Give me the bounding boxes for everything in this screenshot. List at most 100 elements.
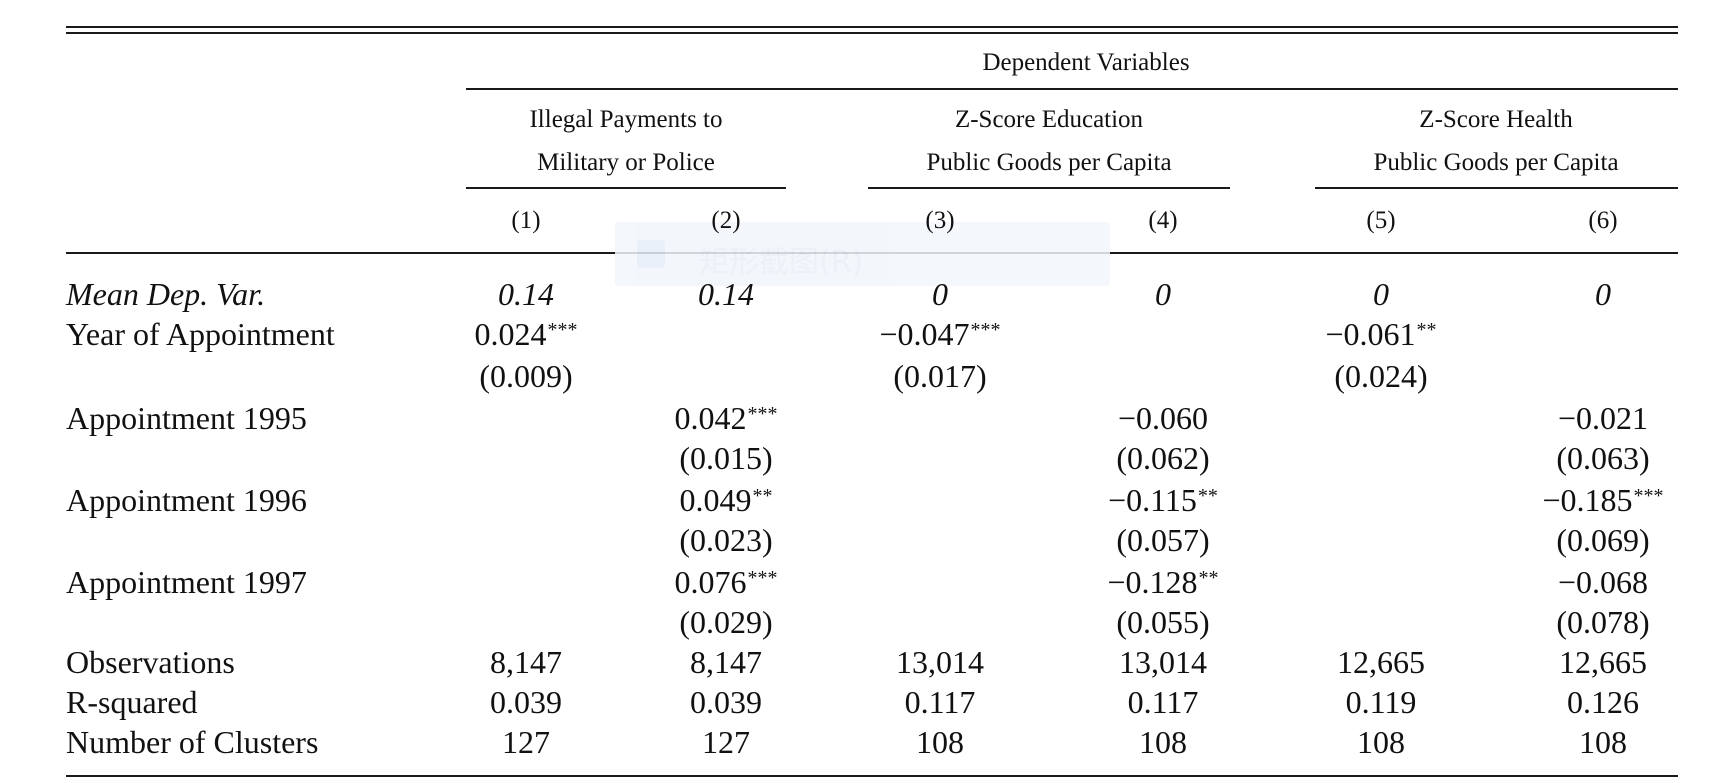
cell-value: 0.039: [490, 684, 562, 720]
standard-error-cell: (0.055): [1116, 604, 1210, 640]
coefficient-cell: 127: [626, 726, 826, 758]
cell-value: 0.039: [690, 684, 762, 720]
row-label: Appointment 1996: [66, 482, 307, 518]
cell-value: 0: [1373, 276, 1389, 312]
cell-value: 8,147: [490, 644, 562, 680]
coefficient-cell: 0.117: [840, 686, 1040, 718]
coefficient-cell: −0.061**: [1281, 318, 1481, 350]
cell-value: 108: [1139, 724, 1187, 760]
standard-error-cell: (0.009): [479, 358, 573, 394]
cell-value: −0.128: [1107, 564, 1198, 600]
significance-stars: **: [1416, 319, 1437, 341]
cell-value: 108: [916, 724, 964, 760]
cell-value: 0.117: [904, 684, 976, 720]
super-header: Dependent Variables: [982, 49, 1190, 76]
standard-error-cell: (0.029): [679, 604, 773, 640]
cell-value: 108: [1579, 724, 1627, 760]
coefficient-cell: 0.024***: [426, 318, 626, 350]
coefficient-cell: 108: [840, 726, 1040, 758]
cell-value: 0: [932, 276, 948, 312]
coefficient-cell: 0.14: [626, 278, 826, 310]
coefficient-cell: 13,014: [1063, 646, 1263, 678]
cell-value: 0.049: [679, 482, 752, 518]
group-header-1-line2: Military or Police: [537, 149, 715, 176]
cell-value: 0.024: [474, 316, 547, 352]
cell-value: 0.126: [1567, 684, 1639, 720]
coefficient-cell: 0: [840, 278, 1040, 310]
coefficient-cell: 127: [426, 726, 626, 758]
coefficient-cell: −0.185***: [1503, 484, 1703, 516]
significance-stars: ***: [970, 319, 1001, 341]
cell-value: 0.14: [698, 276, 754, 312]
coefficient-cell: 0: [1063, 278, 1263, 310]
cell-value: 0: [1595, 276, 1611, 312]
coefficient-cell: 108: [1281, 726, 1481, 758]
screenshot-overlay-text: 矩形截图(R): [699, 245, 864, 280]
screenshot-icon: [637, 240, 665, 268]
coefficient-cell: −0.060: [1063, 402, 1263, 434]
coefficient-cell: 0.049**: [626, 484, 826, 516]
top-double-rule-2: [66, 32, 1678, 34]
coefficient-cell: 0.076***: [626, 566, 826, 598]
group-header-2-line2: Public Goods per Capita: [926, 149, 1172, 176]
standard-error-cell: (0.069): [1556, 522, 1650, 558]
row-label: Appointment 1995: [66, 400, 307, 436]
screenshot-tool-overlay: 矩形截图(R): [615, 222, 1110, 286]
cell-value: 0.042: [674, 400, 747, 436]
group-header-3-line1: Z-Score Health: [1419, 106, 1573, 133]
coefficient-cell: 12,665: [1503, 646, 1703, 678]
coefficient-cell: 0: [1503, 278, 1703, 310]
column-number-4: (4): [1148, 207, 1178, 234]
coefficient-cell: −0.021: [1503, 402, 1703, 434]
significance-stars: ***: [1633, 485, 1664, 507]
cell-value: 127: [702, 724, 750, 760]
row-label: R-squared: [66, 684, 198, 720]
cell-value: −0.068: [1557, 564, 1649, 600]
coefficient-cell: −0.115**: [1063, 484, 1263, 516]
group3-underline: [1315, 187, 1678, 189]
standard-error-cell: (0.078): [1556, 604, 1650, 640]
coefficient-cell: −0.047***: [840, 318, 1040, 350]
dependent-variables-underline: [466, 88, 1678, 90]
column-number-6: (6): [1588, 207, 1618, 234]
cell-value: −0.115: [1108, 482, 1197, 518]
coefficient-cell: 0.119: [1281, 686, 1481, 718]
coefficient-cell: 0.039: [626, 686, 826, 718]
row-label: Observations: [66, 644, 235, 680]
significance-stars: ***: [747, 403, 778, 425]
cell-value: 0: [1155, 276, 1171, 312]
group2-underline: [868, 187, 1230, 189]
standard-error-cell: (0.062): [1116, 440, 1210, 476]
column-number-1: (1): [511, 207, 541, 234]
row-label: Number of Clusters: [66, 724, 319, 760]
significance-stars: **: [1197, 485, 1218, 507]
cell-value: −0.185: [1542, 482, 1633, 518]
significance-stars: **: [752, 485, 773, 507]
column-number-3: (3): [925, 207, 955, 234]
cell-value: 108: [1357, 724, 1405, 760]
coefficient-cell: 108: [1063, 726, 1263, 758]
standard-error-cell: (0.063): [1556, 440, 1650, 476]
cell-value: 12,665: [1559, 644, 1647, 680]
coefficient-cell: 0.042***: [626, 402, 826, 434]
group-header-3-line2: Public Goods per Capita: [1373, 149, 1619, 176]
cell-value: −0.061: [1325, 316, 1416, 352]
coefficient-cell: 8,147: [626, 646, 826, 678]
cell-value: −0.021: [1557, 400, 1649, 436]
group-header-1-line1: Illegal Payments to: [529, 106, 723, 133]
standard-error-cell: (0.017): [893, 358, 987, 394]
coefficient-cell: −0.128**: [1063, 566, 1263, 598]
cell-value: 0.14: [498, 276, 554, 312]
cell-value: 127: [502, 724, 550, 760]
coefficient-cell: 12,665: [1281, 646, 1481, 678]
coefficient-cell: 0.126: [1503, 686, 1703, 718]
coefficient-cell: 8,147: [426, 646, 626, 678]
significance-stars: **: [1198, 567, 1219, 589]
column-number-5: (5): [1366, 207, 1396, 234]
row-label: Appointment 1997: [66, 564, 307, 600]
cell-value: −0.060: [1117, 400, 1209, 436]
row-label: Year of Appointment: [66, 316, 335, 352]
cell-value: 13,014: [1119, 644, 1207, 680]
cell-value: 0.117: [1127, 684, 1199, 720]
cell-value: 0.076: [674, 564, 747, 600]
